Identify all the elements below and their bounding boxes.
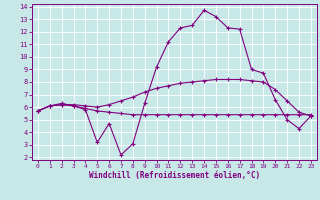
X-axis label: Windchill (Refroidissement éolien,°C): Windchill (Refroidissement éolien,°C) xyxy=(89,171,260,180)
